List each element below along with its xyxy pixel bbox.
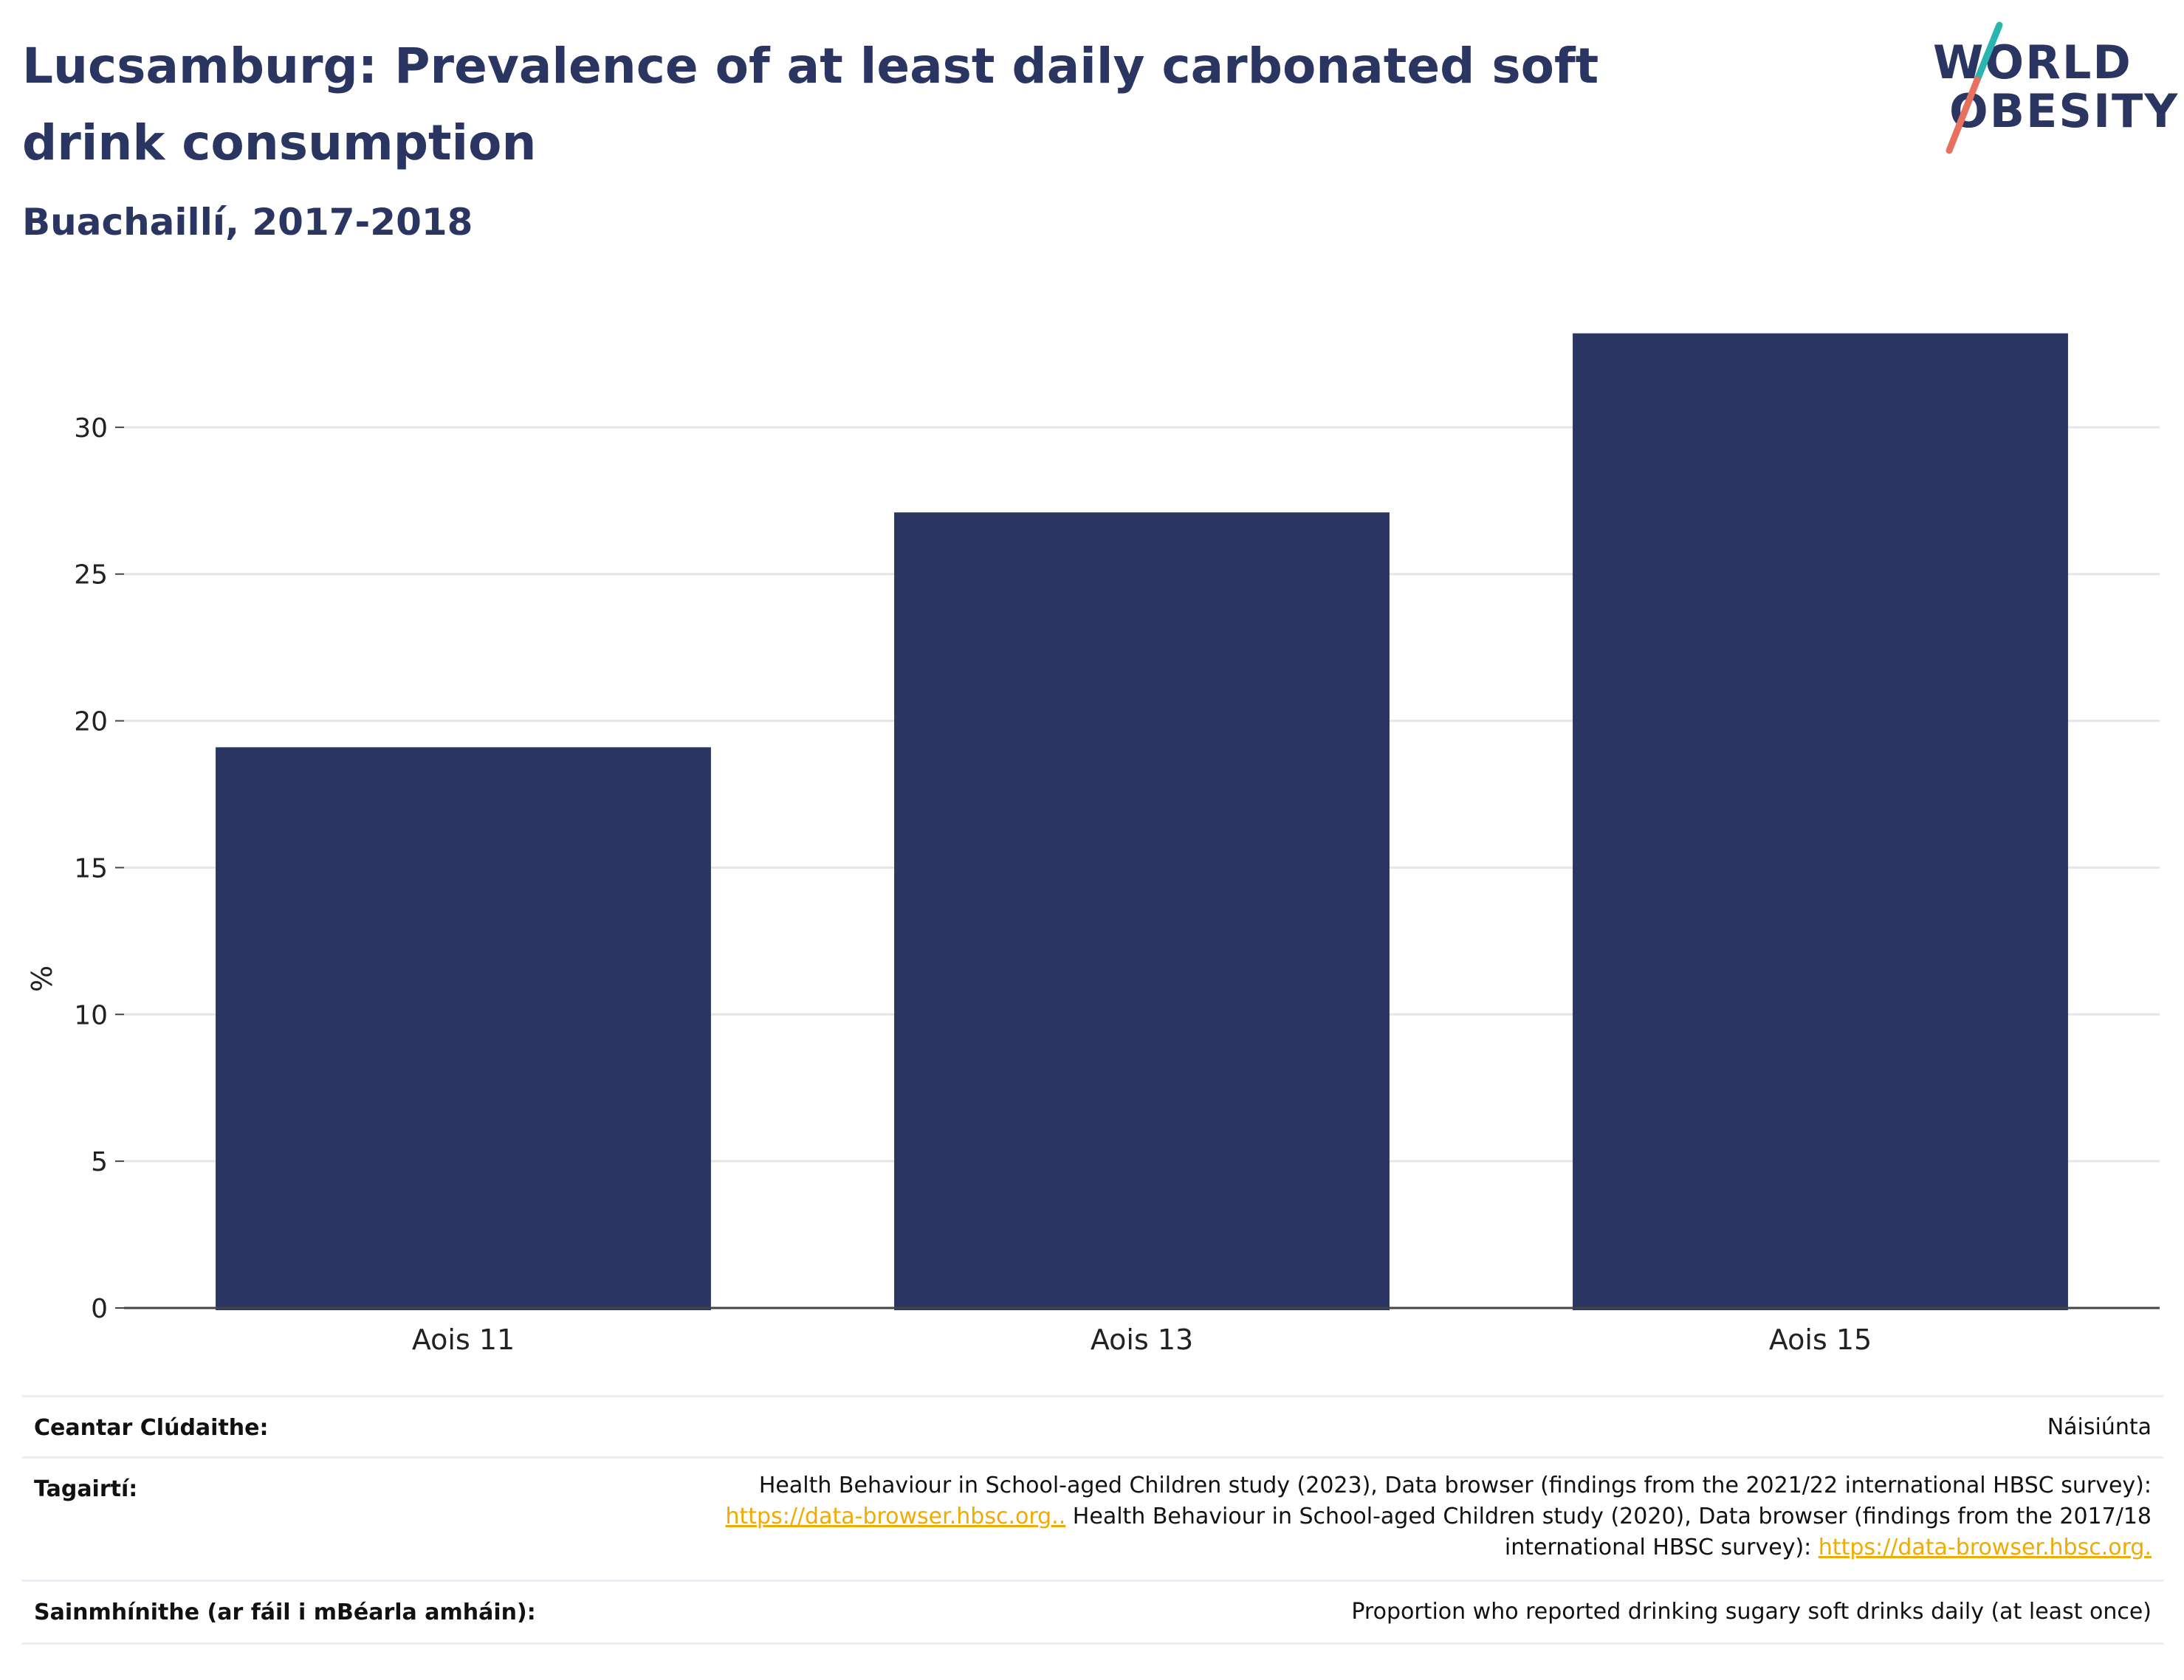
logo-slash-icon [1946,21,2003,154]
y-tick-label: 0 [91,1294,108,1324]
y-tick-label: 5 [91,1147,108,1177]
bar-aois-11[interactable] [216,747,711,1310]
world-obesity-logo: WORLD OBESITY [1927,21,2177,161]
info-table: Ceantar Clúdaithe: Náisiúnta Tagairtí: H… [22,1395,2163,1645]
references-text-2: Health Behaviour in School-aged Children… [1065,1504,2152,1529]
x-tick-label: Aois 15 [1769,1323,1872,1356]
references-value: Health Behaviour in School-aged Children… [453,1470,2152,1563]
y-tick-label: 10 [74,1000,108,1030]
references-link-2[interactable]: https://data-browser.hbsc.org. [1818,1535,2152,1560]
bar-aois-13[interactable] [894,512,1390,1310]
y-tick-label: 15 [74,853,108,884]
bar-chart: 0 5 10 15 20 25 30 Aois 11 Aois 13 Aois 15 % [26,333,2160,1356]
definitions-row: Sainmhínithe (ar fáil i mBéarla amháin):… [22,1580,2163,1645]
references-link-1[interactable]: https://data-browser.hbsc.org.. [725,1504,1066,1529]
y-axis-ticks: 0 5 10 15 20 25 30 [74,413,124,1324]
chart-title: Lucsamburg: Prevalence of at least daily… [22,38,1599,171]
x-tick-label: Aois 11 [412,1323,515,1356]
y-tick-label: 20 [74,707,108,737]
references-label: Tagairtí: [34,1476,138,1502]
definitions-label: Sainmhínithe (ar fáil i mBéarla amháin): [34,1600,536,1625]
y-tick-label: 30 [74,413,108,444]
bar-aois-15[interactable] [1573,333,2068,1310]
x-axis-ticks: Aois 11 Aois 13 Aois 15 [412,1323,1872,1356]
coverage-value: Náisiúnta [2047,1414,2152,1440]
references-row: Tagairtí: Health Behaviour in School-age… [22,1456,2163,1580]
y-axis-title: % [26,965,58,992]
x-tick-label: Aois 13 [1091,1323,1193,1356]
logo-line-1: WORLD [1933,35,2132,89]
logo-line-2: OBESITY [1949,84,2180,138]
chart-subtitle: Buachaillí, 2017-2018 [22,201,473,244]
references-text-1: Health Behaviour in School-aged Children… [758,1473,2152,1498]
references-text-3: international HBSC survey): [1504,1535,1819,1560]
coverage-row: Ceantar Clúdaithe: Náisiúnta [22,1395,2163,1456]
coverage-label: Ceantar Clúdaithe: [34,1415,269,1441]
y-tick-label: 25 [74,560,108,591]
bars [216,333,2068,1310]
definitions-value: Proportion who reported drinking sugary … [1351,1599,2152,1625]
